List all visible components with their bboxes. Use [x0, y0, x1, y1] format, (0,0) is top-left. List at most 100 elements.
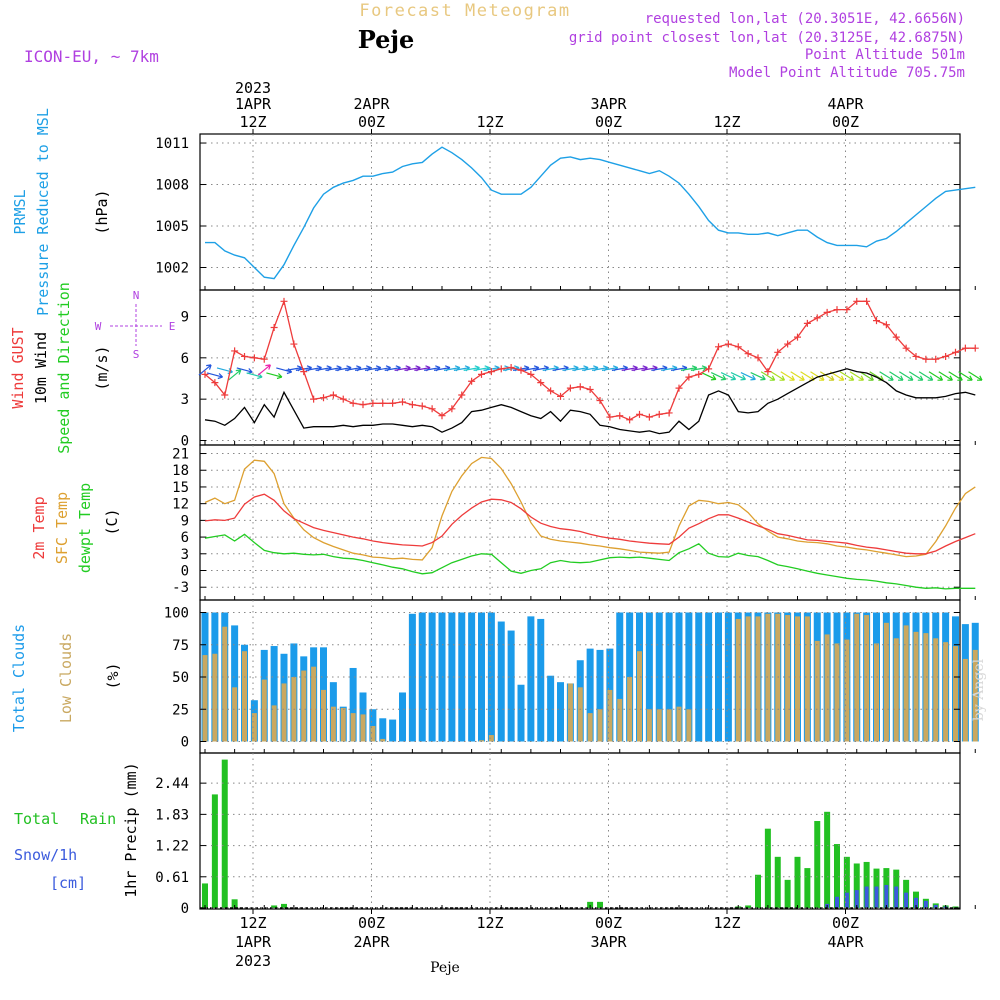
gust-marker: [942, 352, 950, 360]
low-cloud-bar: [874, 643, 879, 742]
bottom-time-label: 00Z: [832, 914, 859, 932]
low-cloud-bar: [814, 640, 820, 742]
requested-location: requested lon,lat (20.3051E, 42.6656N): [645, 11, 965, 27]
bottom-time-label: 1APR: [235, 933, 272, 951]
y-tick-label: 9: [181, 309, 189, 325]
gust-marker: [754, 354, 762, 362]
top-time-label: 00Z: [832, 113, 859, 131]
wind-arrow-icon: [898, 371, 914, 381]
total-cloud-bar: [616, 612, 624, 742]
y-tick-label: 25: [172, 702, 189, 718]
gust-marker: [873, 317, 880, 325]
gust-marker: [576, 383, 584, 391]
gust-marker: [497, 365, 505, 373]
low-cloud-bar: [577, 687, 583, 742]
gust-marker: [349, 399, 357, 407]
gust-marker: [863, 297, 871, 305]
rain-bar: [231, 899, 238, 908]
rain-bar: [804, 868, 811, 908]
y-tick-label: 0: [181, 564, 189, 580]
gust-marker: [438, 412, 446, 420]
low-cloud-bar: [617, 698, 623, 742]
gust-marker: [784, 340, 792, 348]
snow-bar: [844, 892, 849, 908]
gust-marker: [675, 384, 683, 392]
gust-marker: [843, 306, 851, 314]
gust-marker: [201, 370, 209, 378]
wind-arrow-icon: [206, 372, 224, 380]
gust-marker: [250, 354, 258, 362]
gust-marker: [734, 343, 742, 351]
gust-marker: [922, 355, 930, 363]
low-cloud-bar: [953, 646, 958, 742]
gust-marker: [912, 352, 920, 360]
total-cloud-bar: [497, 621, 505, 742]
low-cloud-bar: [261, 679, 267, 742]
wind-unit: (m/s): [93, 345, 111, 390]
low-cloud-bar: [656, 709, 662, 742]
snow-bar: [854, 890, 859, 908]
top-time-label: 4APR: [827, 95, 864, 113]
low-cloud-bar: [488, 735, 494, 742]
total-clouds-label: Total Clouds: [10, 624, 28, 732]
gust-marker: [882, 321, 890, 329]
low-cloud-bar: [301, 670, 307, 742]
gust-marker: [833, 306, 841, 314]
low-cloud-bar: [212, 653, 218, 742]
temp-unit: (C): [103, 508, 121, 535]
wind-arrow-icon: [810, 371, 825, 381]
gust-marker: [626, 416, 634, 424]
gust-marker: [478, 370, 485, 378]
top-time-label: 00Z: [358, 113, 385, 131]
gust-marker: [952, 348, 959, 356]
low-cloud-bar: [340, 707, 346, 742]
wind-arrow-icon: [908, 371, 924, 381]
low-cloud-bar: [567, 683, 573, 742]
total-cloud-bar: [645, 612, 653, 742]
low-cloud-bar: [479, 740, 484, 742]
wind-arrow-icon: [849, 371, 865, 381]
low-cloud-bar: [686, 709, 692, 742]
bottom-time-label: 12Z: [476, 914, 503, 932]
wind-arrow-icon: [740, 372, 756, 381]
wind-arrow-icon: [790, 371, 805, 381]
t2m-line: [204, 493, 976, 555]
wind10-label: 10m Wind: [32, 332, 50, 404]
wind-arrow-icon: [690, 365, 707, 372]
gust-label: Wind GUST: [9, 327, 27, 408]
low-cloud-bar: [251, 713, 257, 742]
wind-arrow-icon: [710, 372, 727, 381]
clouds-panel: 0 25 50 75 100 Total Clouds Low Clouds (%): [10, 599, 979, 754]
rain-bar: [784, 879, 791, 908]
total-cloud-bar: [527, 616, 535, 742]
low-cloud-bar: [242, 651, 247, 742]
wind-arrow-icon: [839, 371, 855, 381]
gust-marker: [211, 379, 219, 387]
y-tick-label: -3: [172, 580, 189, 596]
total-cloud-bar: [517, 684, 525, 742]
y-tick-label: 0: [181, 901, 189, 917]
y-tick-label: 1008: [155, 178, 189, 194]
bottom-time-label: 4APR: [827, 933, 864, 951]
low-cloud-bar: [360, 714, 366, 742]
wind-arrow-icon: [958, 371, 973, 381]
total-cloud-bar: [231, 625, 239, 742]
low-cloud-bar: [666, 709, 672, 742]
compass-icon: N S W E: [95, 289, 176, 361]
total-cloud-bar: [655, 612, 663, 742]
total-cloud-bar: [369, 709, 377, 742]
rain-bar: [863, 861, 870, 908]
gust-marker: [892, 333, 900, 341]
gust-marker: [537, 379, 545, 387]
rain-bar: [764, 828, 771, 908]
wind-arrow-icon: [730, 372, 746, 381]
y-tick-label: 9: [181, 513, 189, 529]
snow-bar: [864, 886, 869, 908]
gust-marker: [971, 344, 979, 352]
wind-arrow-icon: [750, 372, 766, 381]
gust-marker: [359, 401, 367, 409]
total-cloud-bar: [399, 692, 406, 742]
gust-marker: [241, 352, 248, 360]
low-cloud-bar: [795, 616, 800, 742]
gust-marker: [260, 355, 268, 363]
